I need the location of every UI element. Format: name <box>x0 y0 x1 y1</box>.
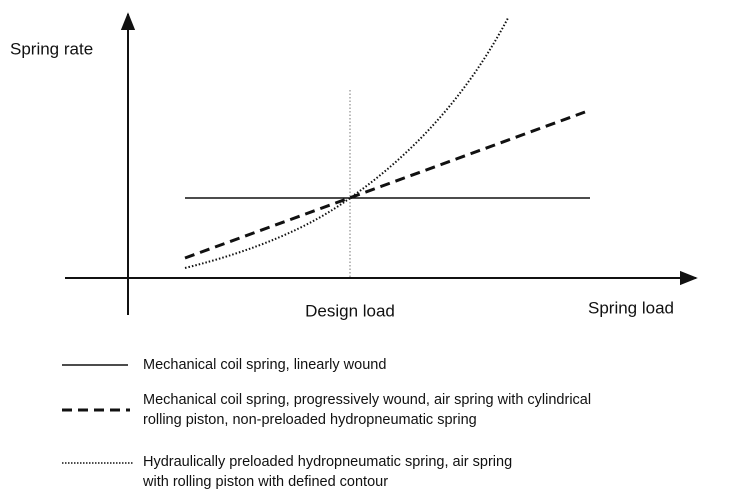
design-load-label: Design load <box>305 301 395 320</box>
hydraulic-curve <box>184 17 509 269</box>
legend-text: rolling piston, non-preloaded hydropneum… <box>143 412 477 428</box>
legend-text: Hydraulically preloaded hydropneumatic s… <box>143 454 512 470</box>
progressive-curve <box>184 110 586 260</box>
legend-text: Mechanical coil spring, progressively wo… <box>143 392 591 408</box>
legend-text: with rolling piston with defined contour <box>142 474 388 490</box>
y-axis-label: Spring rate <box>10 39 93 58</box>
legend-text: Mechanical coil spring, linearly wound <box>143 357 386 373</box>
x-axis-label: Spring load <box>588 298 674 317</box>
